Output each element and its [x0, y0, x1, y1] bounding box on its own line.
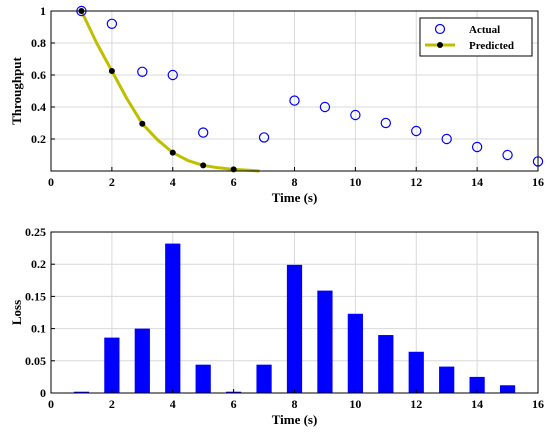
top-x-tick-label: 16	[532, 175, 544, 189]
loss-bar	[408, 351, 424, 393]
throughput-y-axis-label: Throughput	[9, 56, 24, 124]
top-y-tick-label: 0.8	[31, 36, 46, 50]
loss-y-axis-label: Loss	[9, 300, 24, 325]
bot-y-tick-label: 0.15	[25, 289, 46, 303]
legend-actual-marker	[434, 23, 446, 35]
loss-bar	[104, 337, 120, 393]
bot-y-tick-label: 0.05	[25, 354, 46, 368]
legend-predicted-label: Predicted	[469, 40, 514, 52]
actual-point	[441, 133, 452, 145]
loss-bar	[469, 376, 485, 393]
bot-y-tick-label: 0.2	[31, 257, 46, 271]
actual-point	[197, 127, 209, 138]
top-x-tick-label: 2	[109, 175, 115, 189]
bot-x-tick-label: 12	[410, 397, 422, 411]
bot-y-tick-label: 0.25	[25, 225, 46, 239]
actual-point	[502, 149, 513, 161]
bot-x-tick-label: 2	[109, 397, 115, 411]
loss-bar	[378, 335, 394, 393]
throughput-x-axis-label: Time (s)	[272, 190, 318, 205]
loss-x-axis-label: Time (s)	[272, 412, 318, 427]
bot-x-tick-label: 4	[170, 397, 176, 411]
actual-point	[319, 101, 331, 113]
top-x-tick-label: 4	[170, 175, 176, 189]
top-y-tick-label: 0.4	[31, 100, 46, 114]
loss-bar	[165, 243, 181, 393]
loss-bars	[73, 243, 516, 393]
bot-x-tick-label: 0	[48, 397, 54, 411]
bot-x-tick-label: 14	[471, 397, 483, 411]
top-x-tick-label: 8	[292, 175, 298, 189]
bot-y-tick-label: 0	[40, 386, 46, 400]
loss-bar	[195, 364, 211, 393]
loss-chart: 0 2 4 6 8 10 12 14 16 0 0.05 0.1 0.15 0.2 0.25 Time (s…	[9, 225, 544, 427]
top-y-tick-label: 1	[40, 4, 46, 18]
bot-x-tick-label: 6	[231, 397, 237, 411]
throughput-legend: Actual Predicted	[419, 17, 533, 57]
predicted-series-line	[80, 10, 260, 173]
top-y-tick-label: 0.6	[31, 68, 46, 82]
top-y-tick-label: 0.2	[31, 132, 46, 146]
bot-y-tick-label: 0.1	[31, 322, 46, 336]
top-x-tick-label: 14	[471, 175, 483, 189]
predicted-point	[139, 120, 146, 127]
throughput-tick-labels: 0 2 4 6 8 10 12 14 16 0.2 0.4 0.6 0.8 1	[31, 4, 544, 189]
loss-tick-labels: 0 2 4 6 8 10 12 14 16 0 0.05 0.1 0.15 0.2 0.25	[25, 225, 544, 411]
actual-point	[258, 132, 270, 143]
top-x-tick-label: 6	[231, 175, 237, 189]
loss-bar	[499, 385, 516, 393]
actual-point	[471, 141, 483, 153]
loss-bar	[286, 264, 303, 393]
loss-bar	[439, 366, 455, 393]
actual-point	[411, 125, 422, 137]
legend-actual-label: Actual	[469, 24, 500, 36]
loss-bar	[347, 313, 363, 393]
loss-bar	[134, 328, 150, 393]
predicted-point	[200, 162, 207, 169]
throughput-chart: 0 2 4 6 8 10 12 14 16 0.2 0.4 0.6 0.8 1 Time (s) Thro…	[9, 4, 544, 205]
loss-bar	[73, 391, 90, 393]
bot-x-tick-label: 16	[532, 397, 544, 411]
top-x-tick-label: 12	[410, 175, 422, 189]
loss-bar	[256, 364, 272, 393]
actual-point	[350, 109, 361, 121]
predicted-point	[108, 68, 115, 74]
legend-predicted-marker	[437, 42, 443, 48]
actual-point	[289, 95, 300, 106]
actual-point	[167, 69, 178, 81]
bot-x-tick-label: 8	[292, 397, 298, 411]
top-x-tick-label: 10	[349, 175, 361, 189]
actual-point	[106, 18, 118, 29]
predicted-point	[169, 149, 176, 156]
loss-bar	[317, 290, 333, 393]
actual-point	[380, 117, 392, 129]
bot-x-tick-label: 10	[349, 397, 361, 411]
top-x-tick-label: 0	[48, 175, 54, 189]
actual-point	[137, 66, 148, 78]
